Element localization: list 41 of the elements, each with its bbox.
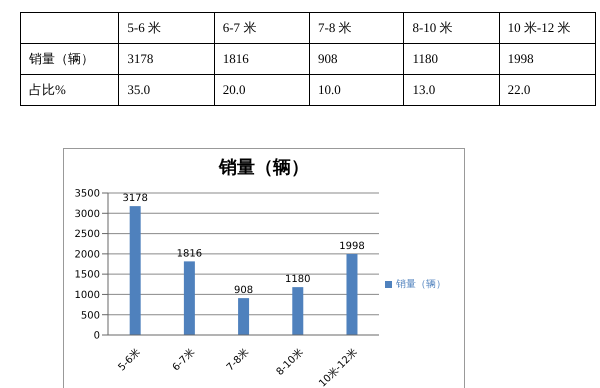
data-label: 908 [234, 285, 254, 296]
category-label: 7-8 米 [309, 12, 404, 44]
y-tick-label: 500 [80, 310, 100, 322]
data-label: 22.0 [499, 74, 596, 106]
y-tick-label: 1000 [74, 290, 100, 301]
data-label: 1180 [404, 44, 500, 74]
y-tick-label: 2000 [74, 249, 100, 260]
legend-label: 销量（辆） [396, 279, 446, 290]
category-label: 6-7 米 [214, 12, 310, 44]
text: 销量（辆） [20, 44, 119, 74]
data-label: 908 [309, 44, 404, 74]
data-label: 1998 [499, 44, 596, 74]
data-label: 3178 [118, 44, 214, 74]
y-tick-label: 2500 [74, 229, 100, 240]
x-tick-label: 7-8米 [224, 346, 252, 374]
data-label: 3178 [122, 193, 148, 204]
y-tick-label: 3500 [74, 188, 100, 200]
category-label: 5-6 米 [118, 12, 214, 44]
bar [292, 287, 304, 335]
x-tick-label: 10米-12米 [316, 346, 360, 388]
x-tick-label: 5-6米 [116, 346, 143, 374]
x-tick-label: 6-7米 [170, 346, 198, 374]
bar [346, 254, 358, 335]
data-label: 1816 [214, 44, 310, 74]
data-label: 1180 [285, 274, 311, 286]
data-label: 1816 [176, 248, 202, 260]
chart-title: 销量（辆） [218, 156, 310, 180]
data-label: 13.0 [404, 74, 500, 106]
category-label: 10 米-12 米 [499, 12, 596, 44]
y-tick-label: 1500 [74, 270, 100, 281]
bar [130, 206, 141, 335]
bar [184, 261, 195, 335]
text: 占比% [20, 74, 119, 106]
y-tick-label: 3000 [74, 208, 100, 220]
data-label: 20.0 [214, 74, 310, 106]
data-label: 10.0 [309, 74, 404, 106]
data-label: 35.0 [118, 74, 214, 106]
bar [238, 298, 250, 335]
category-label: 8-10 米 [404, 12, 500, 44]
y-tick-label: 0 [94, 330, 100, 342]
data-label: 1998 [339, 240, 365, 252]
